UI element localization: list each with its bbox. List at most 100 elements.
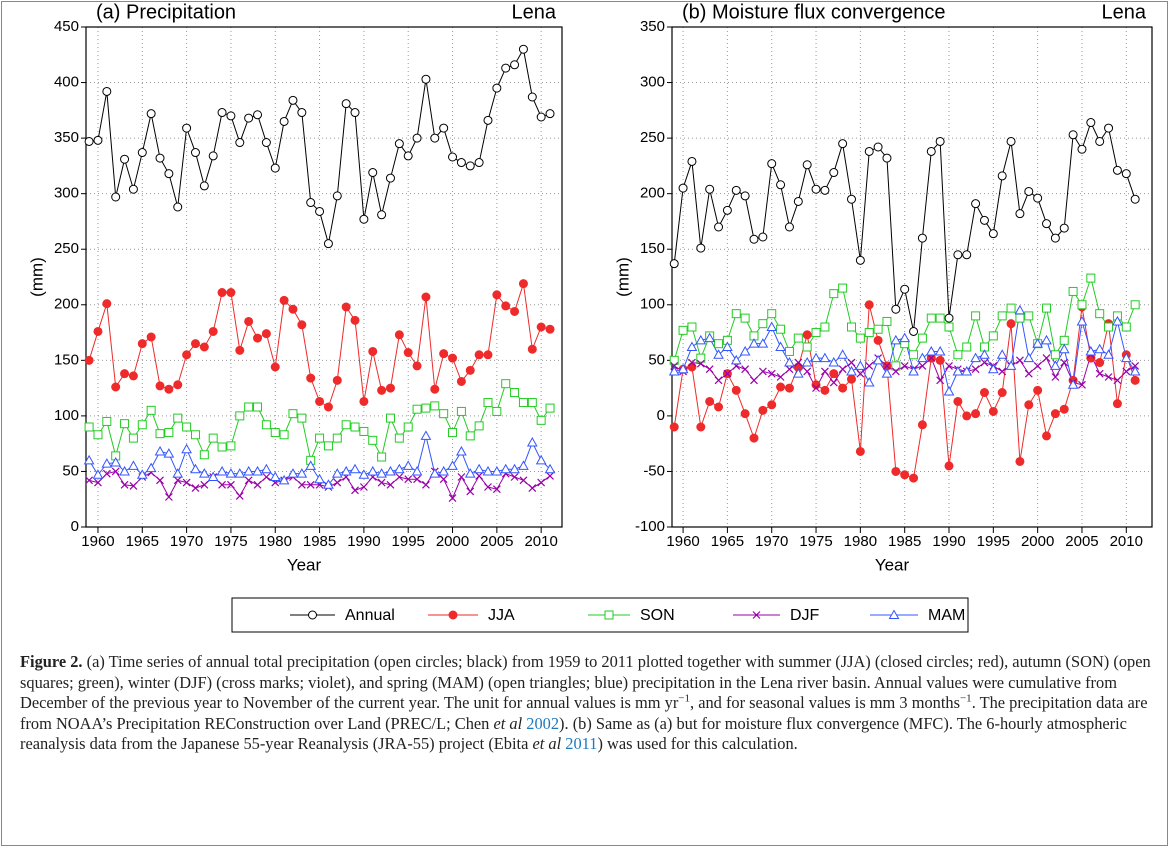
marker <box>784 346 794 356</box>
marker <box>350 108 360 118</box>
marker <box>900 470 910 480</box>
legend-label: Annual <box>345 607 395 624</box>
marker <box>85 476 94 485</box>
marker <box>936 376 945 385</box>
charts: 0 50 100 150 200 250 300 350 400 450 1960 1965 1970 1… <box>27 1 1153 633</box>
marker <box>775 341 786 351</box>
marker <box>1121 169 1131 179</box>
marker <box>1015 356 1024 365</box>
marker <box>819 352 831 363</box>
legend-label: MAM <box>928 607 965 624</box>
marker <box>216 465 228 476</box>
marker <box>235 138 245 148</box>
marker <box>430 133 440 143</box>
marker <box>217 288 227 298</box>
marker <box>226 111 236 121</box>
marker <box>1058 343 1070 354</box>
marker <box>997 171 1007 181</box>
x-tick-label: 1965 <box>711 533 744 550</box>
marker <box>155 429 165 439</box>
marker <box>881 368 893 378</box>
marker <box>741 365 750 374</box>
marker <box>243 465 255 476</box>
marker <box>909 326 919 336</box>
marker <box>146 405 156 415</box>
marker <box>888 609 900 619</box>
marker <box>677 363 689 374</box>
marker <box>403 348 413 358</box>
x-tick-label: 2005 <box>480 533 513 550</box>
marker <box>776 382 786 392</box>
marker <box>404 475 413 484</box>
marker <box>1086 273 1096 283</box>
marker <box>182 123 192 133</box>
marker <box>297 480 306 489</box>
marker <box>208 151 218 161</box>
marker <box>305 460 317 470</box>
marker <box>199 450 209 460</box>
marker <box>997 388 1007 398</box>
marker <box>925 345 937 356</box>
marker <box>917 233 927 243</box>
marker <box>225 468 237 478</box>
marker <box>527 92 537 102</box>
y-tick-label: 400 <box>54 74 79 91</box>
marker <box>1050 350 1060 360</box>
marker <box>261 463 272 474</box>
marker <box>306 480 315 489</box>
marker <box>297 320 307 330</box>
marker <box>802 330 812 340</box>
marker <box>979 388 989 398</box>
marker <box>767 309 777 319</box>
y-tick-label: 50 <box>62 462 79 479</box>
marker <box>518 44 528 54</box>
marker <box>173 476 182 485</box>
marker <box>297 413 307 423</box>
marker <box>908 365 919 376</box>
marker <box>483 398 493 408</box>
marker <box>402 460 414 470</box>
x-tick-label: 1980 <box>844 533 877 550</box>
y-tick-label: -100 <box>635 518 665 535</box>
marker <box>722 341 733 351</box>
caption-link[interactable]: 2011 <box>565 734 598 754</box>
marker <box>323 402 333 412</box>
caption-italic: et al <box>493 713 523 733</box>
marker <box>670 361 679 370</box>
marker <box>890 334 902 345</box>
marker <box>253 333 263 343</box>
marker <box>758 319 768 329</box>
marker <box>669 355 679 365</box>
marker <box>926 313 936 323</box>
marker <box>368 435 378 445</box>
marker <box>120 369 130 379</box>
caption-link[interactable]: 2002 <box>526 713 560 733</box>
marker <box>536 415 546 425</box>
chart-title: (b) Moisture flux convergence <box>682 1 945 23</box>
marker <box>714 376 723 385</box>
marker <box>385 465 396 476</box>
caption: Figure 2. (a) Time series of annual tota… <box>20 652 1152 755</box>
marker <box>473 463 485 474</box>
marker <box>102 299 112 309</box>
y-tick-label: 200 <box>640 185 665 202</box>
marker <box>731 385 741 395</box>
marker <box>1050 233 1060 243</box>
marker <box>812 384 820 393</box>
marker <box>748 338 760 348</box>
marker <box>269 471 281 481</box>
marker <box>510 473 519 481</box>
marker <box>1112 315 1123 326</box>
marker <box>979 215 989 225</box>
marker <box>1006 319 1016 329</box>
marker <box>270 163 280 173</box>
marker <box>855 360 866 370</box>
marker <box>474 158 484 168</box>
marker <box>501 63 511 73</box>
marker <box>483 115 493 125</box>
marker <box>909 473 919 483</box>
marker <box>323 479 334 489</box>
marker <box>261 329 271 339</box>
marker <box>475 471 484 480</box>
marker <box>1050 409 1060 419</box>
